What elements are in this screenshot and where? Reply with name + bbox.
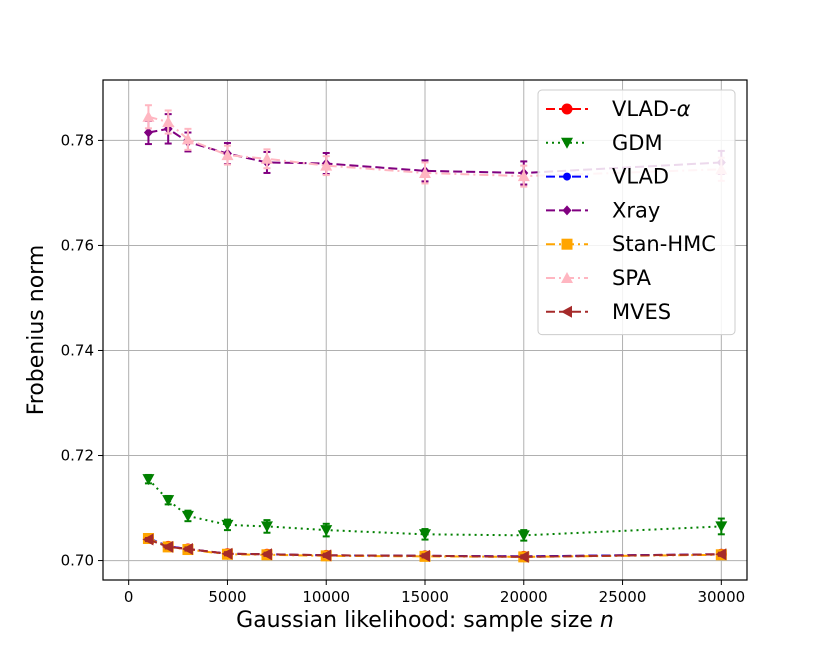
data-point [142,474,155,486]
legend-item: VLAD-α [546,97,691,121]
series-layer [142,104,728,563]
series-line [147,478,722,537]
legend-label-text: Xray [612,198,660,222]
data-point [320,159,333,171]
x-tick-label: 10000 [302,588,350,606]
data-point [142,110,155,122]
data-point [320,525,333,537]
data-point [419,166,431,178]
legend: VLAD-α GDM VLAD Xray Stan-HMC SPA MVES [537,89,736,336]
x-axis-label-text: Gaussian likelihood: sample size [236,608,600,633]
y-tick-label: 0.72 [61,447,94,465]
legend-label: MVES [612,300,671,324]
legend-label-text: MVES [612,300,671,324]
data-point [260,548,272,561]
data-point [715,521,728,533]
x-tick-label: 15000 [401,588,449,606]
x-axis-label-italic: n [600,608,614,633]
data-point [260,152,273,164]
legend-label: GDM [612,131,663,155]
legend-swatch-marker [561,103,573,115]
y-tick-label: 0.78 [61,131,94,149]
legend-swatch-marker [561,272,573,283]
y-tick-label: 0.76 [61,236,94,254]
legend-label-italic: α [677,97,691,121]
x-tick-label: 0 [124,588,134,606]
legend-box [537,89,736,336]
data-point [260,521,273,533]
data-point [715,548,727,561]
legend-label: VLAD [612,165,669,189]
x-tick-label: 25000 [599,588,647,606]
data-point [162,116,175,128]
legend-item: GDM [546,131,663,155]
data-point [221,149,234,161]
data-point [517,550,529,563]
data-point [517,530,530,542]
series-line [148,537,722,558]
legend-label-text: SPA [612,266,652,290]
legend-swatch-marker [562,205,572,216]
data-point [419,529,431,541]
data-point [181,510,194,522]
legend-label-text: VLAD [612,165,669,189]
data-point [419,549,430,562]
x-axis-label: Gaussian likelihood: sample size n [236,608,614,633]
x-tick-label: 5000 [208,588,246,606]
legend-label: SPA [612,266,652,290]
x-tick-label: 30000 [697,588,745,606]
legend-label-text: VLAD- [612,97,677,121]
legend-item: MVES [546,300,671,324]
data-point [162,540,174,553]
legend-item: Xray [546,198,660,222]
legend-label: Stan-HMC [612,232,716,256]
data-point [142,533,154,546]
legend-item: VLAD [546,165,669,189]
data-point [320,549,332,562]
legend-swatch-marker [561,305,572,318]
series-mves [142,533,727,563]
x-tick-label: 20000 [500,588,548,606]
series-gdm [142,473,728,542]
legend-label-text: GDM [612,131,663,155]
legend-label-text: Stan-HMC [612,232,716,256]
series-line [148,537,722,558]
data-point [162,495,175,507]
legend-item: Stan-HMC [546,232,716,256]
legend-label: Xray [612,198,660,222]
legend-label: VLAD-α [612,97,691,121]
data-point [143,127,153,138]
legend-swatch-marker [563,172,571,181]
data-point [221,519,234,531]
y-tick-label: 0.74 [61,341,94,359]
y-tick-label: 0.70 [61,552,94,570]
legend-swatch-marker [561,238,573,250]
y-axis-label: Frobenius norm [24,245,49,416]
data-point [517,170,530,182]
data-point [181,133,194,145]
data-point [181,543,193,556]
legend-swatch-marker [561,137,573,149]
data-point [221,547,233,560]
legend-item: SPA [546,266,652,290]
ticks: 0 5000 10000 15000 20000 25000 30000 0.70 0.72 0.… [61,131,746,606]
series-line [148,537,722,558]
